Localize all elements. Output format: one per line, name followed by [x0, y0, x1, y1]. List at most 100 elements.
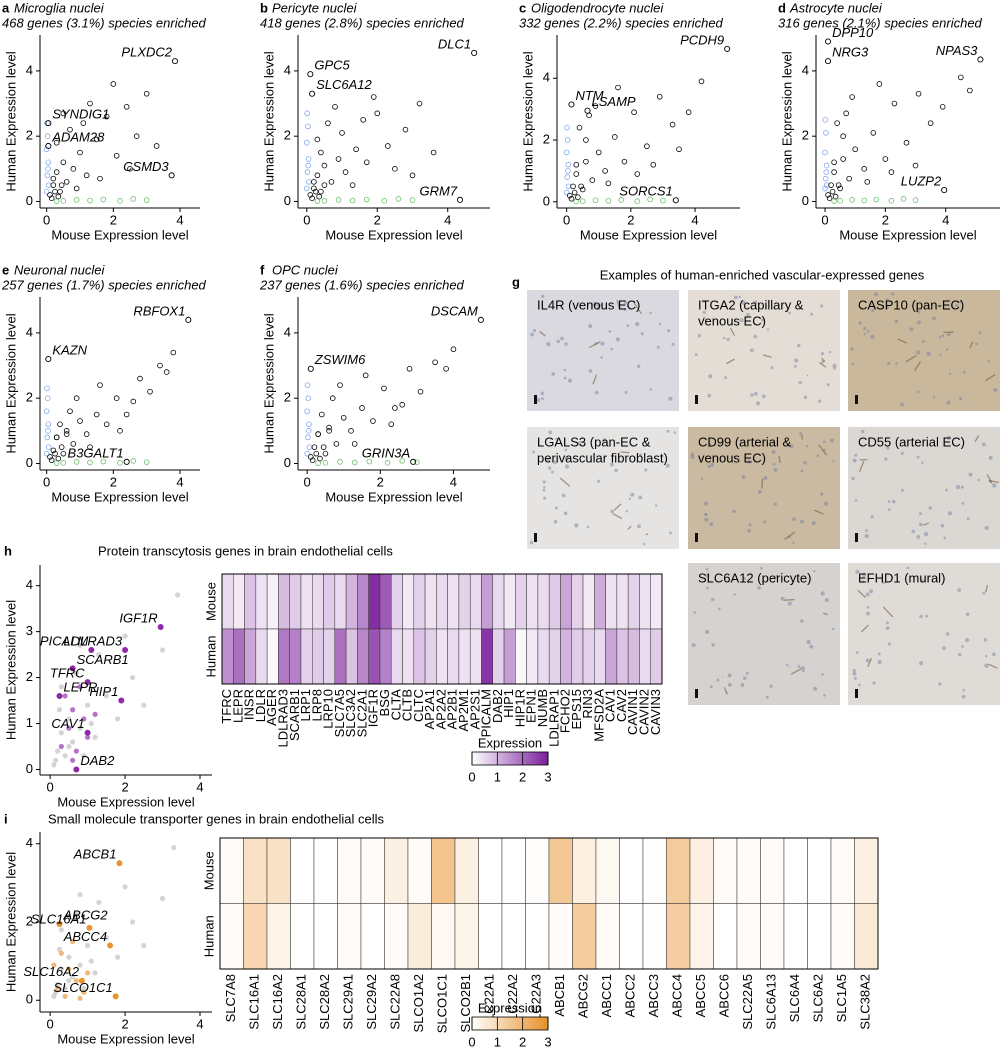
data-point	[137, 375, 143, 382]
data-point	[927, 120, 934, 126]
nucleus	[938, 336, 942, 339]
nucleus	[887, 642, 891, 646]
image-label: ITGA2 (capillary &	[698, 297, 804, 312]
vessel	[539, 330, 546, 337]
highlight-point	[84, 679, 91, 686]
heatmap-cell	[548, 628, 561, 685]
heatmap-cell	[515, 573, 527, 630]
data-point	[395, 196, 402, 202]
panel-letter: c	[519, 0, 526, 15]
data-point	[823, 130, 829, 136]
data-point	[409, 172, 416, 179]
scale-bar	[534, 533, 537, 542]
nucleus	[957, 652, 962, 657]
nucleus	[636, 364, 641, 369]
data-point	[305, 156, 312, 162]
nucleus	[810, 312, 814, 316]
nucleus	[900, 451, 904, 455]
highlight-point	[457, 196, 464, 203]
heatmap-cell	[233, 573, 245, 630]
nucleus	[555, 437, 558, 441]
data-point	[915, 90, 922, 97]
nucleus	[891, 499, 896, 504]
heatmap-cell	[560, 573, 572, 630]
data-point	[58, 950, 64, 956]
highlight-point	[410, 458, 417, 465]
nucleus	[703, 316, 706, 320]
nucleus	[877, 652, 881, 656]
heatmap-cell	[571, 628, 584, 685]
x-tick-label: 2	[627, 212, 634, 227]
nucleus	[926, 351, 931, 356]
panel-letter: f	[260, 262, 265, 277]
heatmap-cell	[783, 837, 808, 904]
y-tick-label: 0	[543, 193, 550, 208]
nucleus	[610, 509, 615, 514]
heatmap-cell	[334, 573, 347, 630]
nucleus	[887, 500, 891, 503]
x-axis-label: Mouse Expression level	[325, 489, 462, 504]
heatmap-cell	[639, 628, 651, 685]
nucleus	[924, 542, 927, 545]
data-point	[579, 186, 586, 193]
nucleus	[529, 540, 534, 545]
gene-label: AP2M1	[456, 689, 471, 732]
gene-label: SLCO1A2	[411, 974, 426, 1033]
nucleus	[748, 523, 752, 527]
nucleus	[925, 614, 929, 618]
gene-label: GRM7	[419, 183, 457, 198]
nucleus	[626, 324, 630, 328]
nucleus	[852, 458, 857, 463]
data-point	[62, 993, 68, 999]
nucleus	[895, 362, 898, 365]
heatmap-cell	[313, 903, 338, 970]
y-tick-label: 4	[284, 324, 291, 339]
chart-title: Small molecule transporter genes in brai…	[48, 811, 385, 826]
heatmap-cell	[760, 903, 785, 970]
data-point	[888, 198, 895, 204]
nucleus	[968, 472, 973, 477]
data-point	[133, 133, 140, 139]
gene-label: ABCC2	[623, 974, 638, 1017]
data-point	[45, 182, 52, 188]
data-point	[381, 198, 388, 204]
data-point	[822, 149, 828, 156]
data-point	[66, 978, 72, 984]
data-point	[592, 197, 599, 204]
heatmap-cell	[436, 628, 448, 685]
data-point	[141, 942, 147, 949]
nucleus	[982, 591, 986, 595]
colorbar-tick-label: 0	[468, 1034, 475, 1049]
data-point	[43, 408, 50, 415]
y-tick-label: 0	[26, 761, 33, 776]
vessel	[814, 509, 824, 515]
data-point	[163, 369, 170, 375]
data-point	[55, 455, 62, 462]
nucleus	[984, 525, 989, 531]
nucleus	[705, 567, 709, 571]
heatmap-cell	[807, 903, 832, 970]
gene-label: SORCS1	[619, 184, 672, 199]
x-tick-label: 4	[196, 779, 203, 794]
chart-subtitle: 237 genes (1.6%) species enriched	[259, 277, 465, 292]
data-point	[321, 162, 328, 169]
scale-bar	[855, 533, 858, 542]
nucleus	[673, 431, 677, 434]
heatmap-cell	[357, 628, 369, 685]
nucleus	[780, 596, 785, 601]
nucleus	[638, 453, 643, 457]
data-point	[77, 642, 83, 649]
nucleus	[775, 574, 779, 578]
gene-label: DPP10	[832, 25, 874, 40]
nucleus	[623, 300, 628, 305]
image-label: CASP10 (pan-EC)	[858, 297, 964, 312]
vessel	[761, 478, 764, 489]
nucleus	[965, 638, 970, 643]
vessel	[790, 668, 802, 675]
x-tick-label: 2	[110, 212, 117, 227]
highlight-point	[45, 355, 52, 363]
highlight-point	[825, 38, 832, 45]
vessel	[627, 525, 632, 530]
nucleus	[789, 444, 794, 449]
data-point	[316, 193, 322, 200]
